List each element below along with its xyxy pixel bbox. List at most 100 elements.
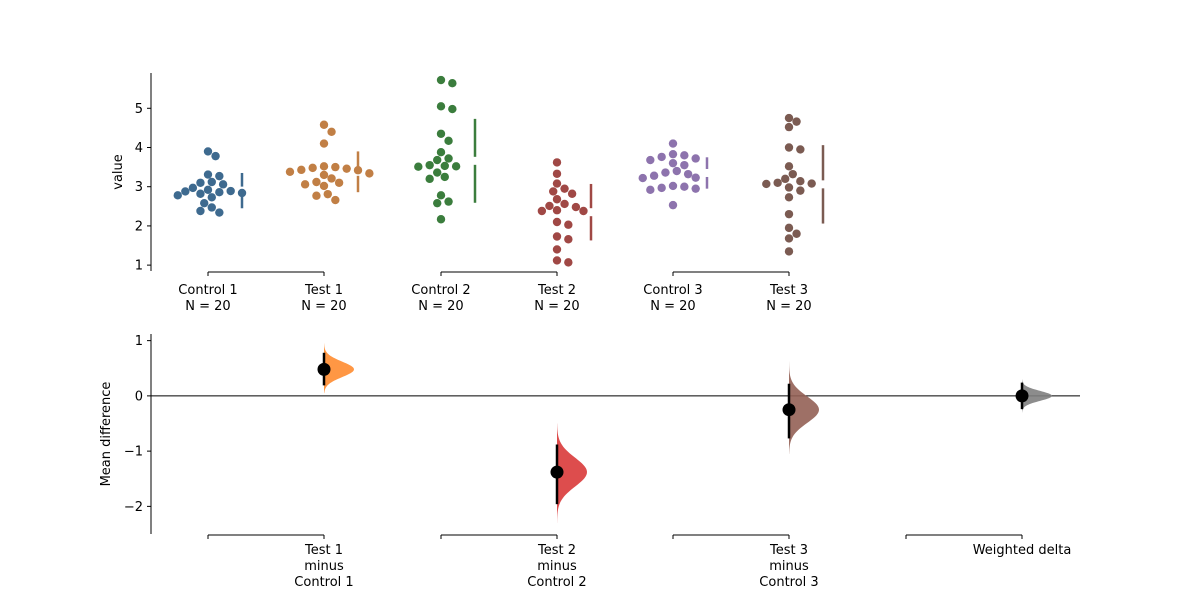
data-point — [638, 173, 647, 183]
data-point — [203, 170, 213, 179]
contrast-1 — [317, 343, 354, 394]
data-point — [579, 206, 588, 216]
data-point — [425, 160, 434, 170]
data-point — [414, 162, 423, 171]
bootstrap-distribution — [789, 361, 819, 454]
data-point — [331, 162, 340, 172]
mean-difference-point — [782, 403, 796, 417]
group-label: Control 3 — [643, 283, 702, 298]
contrast-3 — [782, 361, 819, 454]
contrast-label: minus — [769, 559, 809, 574]
data-point — [784, 209, 794, 219]
data-point — [237, 188, 247, 198]
data-point — [297, 165, 306, 175]
data-point — [784, 113, 794, 123]
data-point — [215, 208, 224, 217]
group-label: Test 3 — [769, 283, 808, 298]
data-point — [300, 180, 310, 189]
data-point — [657, 183, 666, 193]
data-point — [691, 184, 700, 193]
data-point — [436, 75, 446, 85]
y-tick-label: 4 — [135, 141, 143, 156]
data-point — [552, 232, 562, 241]
data-point — [312, 191, 321, 200]
data-point — [188, 183, 198, 193]
data-point — [173, 191, 182, 200]
data-point — [451, 162, 461, 171]
data-point — [560, 184, 569, 193]
data-point — [792, 117, 801, 126]
data-point — [571, 202, 581, 212]
data-point — [691, 154, 700, 163]
data-point — [552, 245, 562, 254]
y-axis-label: Mean difference — [99, 382, 114, 487]
data-point — [792, 229, 801, 238]
data-point — [207, 177, 216, 187]
data-point — [668, 158, 678, 168]
bootstrap-distribution — [1022, 379, 1052, 413]
data-point — [448, 104, 457, 114]
data-point — [200, 198, 209, 208]
data-point — [436, 129, 446, 138]
data-point — [211, 151, 220, 161]
data-point — [319, 120, 329, 129]
y-tick-label: 0 — [135, 389, 143, 404]
data-point — [552, 256, 562, 265]
data-point — [784, 122, 794, 132]
data-point — [552, 169, 562, 178]
data-point — [342, 164, 351, 173]
contrast-label: minus — [304, 559, 344, 574]
data-point — [781, 174, 790, 184]
contrast-label: Control 1 — [294, 575, 353, 590]
data-point — [796, 145, 805, 154]
data-point — [331, 195, 340, 205]
data-point — [226, 186, 235, 196]
data-point — [196, 189, 205, 198]
data-point — [784, 223, 794, 233]
data-point — [784, 247, 794, 256]
swarm-group-control-2 — [414, 75, 477, 224]
data-point — [784, 234, 794, 243]
data-point — [285, 167, 295, 177]
data-point — [537, 206, 547, 216]
group-n-label: N = 20 — [766, 299, 811, 314]
data-point — [668, 181, 678, 191]
bootstrap-distribution — [324, 343, 354, 394]
data-point — [691, 173, 700, 182]
contrast-label: Test 3 — [769, 543, 808, 558]
data-point — [762, 179, 771, 189]
data-point — [365, 169, 374, 178]
data-point — [218, 180, 228, 189]
group-label: Control 1 — [178, 283, 237, 298]
y-tick-label: 2 — [135, 219, 143, 234]
data-point — [440, 161, 449, 171]
data-point — [436, 148, 446, 157]
data-point — [788, 169, 797, 179]
data-point — [323, 189, 332, 199]
contrast-4 — [1015, 379, 1052, 413]
contrast-label: Control 3 — [759, 575, 818, 590]
data-point — [327, 174, 336, 183]
data-point — [444, 154, 453, 163]
y-tick-label: −1 — [124, 445, 143, 460]
data-point — [661, 168, 670, 177]
contrast-label: Control 2 — [527, 575, 586, 590]
contrast-2 — [550, 423, 587, 523]
data-point — [552, 217, 562, 227]
data-point — [433, 168, 442, 177]
data-point — [649, 171, 659, 180]
y-tick-label: 1 — [135, 334, 143, 349]
data-point — [564, 258, 573, 267]
data-point — [436, 191, 446, 200]
contrast-label: Test 2 — [537, 543, 576, 558]
data-point — [448, 78, 457, 88]
swarm-group-test-3 — [762, 113, 825, 256]
data-point — [796, 186, 805, 195]
data-point — [796, 177, 805, 186]
mean-difference-point — [317, 362, 331, 376]
y-tick-label: 5 — [135, 102, 143, 117]
swarm-group-test-1 — [285, 120, 374, 205]
data-point — [327, 127, 336, 137]
